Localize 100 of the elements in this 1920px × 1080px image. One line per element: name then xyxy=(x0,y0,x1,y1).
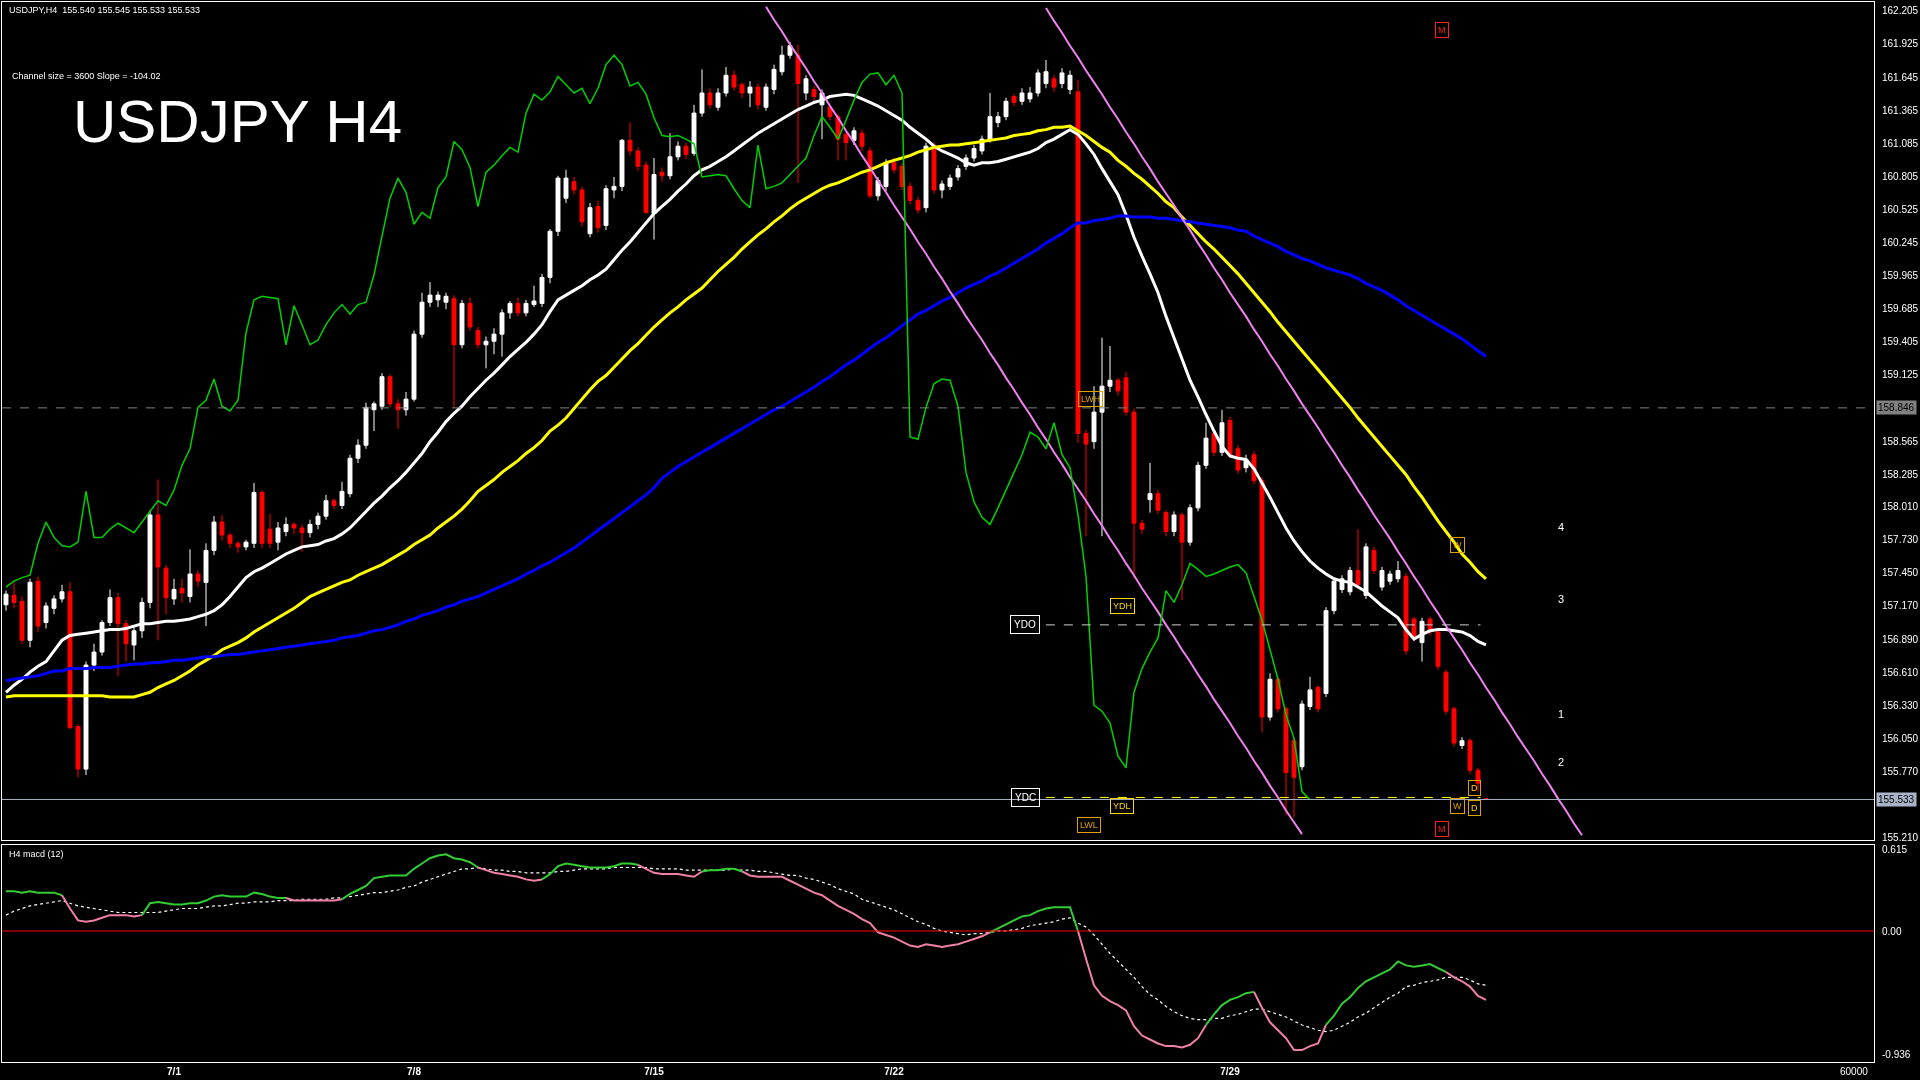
text: USDJPY H4 xyxy=(73,88,403,155)
candlestick xyxy=(1331,577,1337,615)
y-tick-label: 161.925 xyxy=(1882,38,1919,50)
ref-line-label: 155.533 xyxy=(1878,794,1915,805)
candlestick xyxy=(195,570,201,588)
candlestick xyxy=(803,74,809,101)
candlestick xyxy=(731,70,737,92)
candlestick xyxy=(763,83,769,112)
candlestick xyxy=(1307,676,1313,711)
candlestick xyxy=(67,581,73,730)
candlestick xyxy=(907,182,913,205)
candlestick xyxy=(507,300,513,320)
candlestick xyxy=(187,548,193,603)
candlestick xyxy=(1355,528,1361,589)
candlestick xyxy=(35,575,41,633)
candlestick xyxy=(1475,767,1481,793)
candlestick xyxy=(1315,684,1321,713)
line-series xyxy=(5,54,1311,801)
x-tick-label: 7/1 xyxy=(167,1066,182,1077)
candlestick xyxy=(947,174,953,191)
candlestick xyxy=(451,294,457,408)
candlestick xyxy=(1347,566,1353,596)
candlestick xyxy=(707,87,713,109)
candlestick xyxy=(1363,542,1369,600)
candlestick xyxy=(219,514,225,542)
candlestick xyxy=(931,140,937,194)
candlestick xyxy=(475,326,481,349)
y-tick-label: 156.610 xyxy=(1882,666,1919,678)
candlestick xyxy=(1075,79,1081,444)
candlestick xyxy=(371,401,377,432)
y-tick-label: 156.050 xyxy=(1882,732,1919,744)
candlestick xyxy=(635,146,641,172)
candlestick xyxy=(963,153,969,171)
candlestick xyxy=(243,539,249,551)
y-tick-label: 155.770 xyxy=(1882,765,1919,777)
y-tick-label: 161.645 xyxy=(1882,71,1919,83)
candlestick xyxy=(347,454,353,498)
candlestick xyxy=(19,596,25,645)
candlestick xyxy=(155,479,161,641)
candlestick xyxy=(283,516,289,537)
candlestick xyxy=(539,273,545,308)
candlestick xyxy=(1187,503,1193,547)
candlestick xyxy=(27,578,33,648)
candlestick xyxy=(779,45,785,76)
candlestick xyxy=(603,184,609,231)
line-series xyxy=(4,214,1488,682)
candlestick xyxy=(419,292,425,339)
candlestick xyxy=(1139,519,1145,535)
candlestick xyxy=(459,299,465,349)
candlestick xyxy=(1339,574,1345,594)
y-tick-label: 160.805 xyxy=(1882,170,1919,182)
candlestick xyxy=(699,68,705,118)
candlestick xyxy=(739,81,745,99)
candlestick xyxy=(1147,462,1153,514)
candlestick xyxy=(147,509,153,609)
candlestick xyxy=(139,597,145,639)
candlestick xyxy=(1403,572,1409,655)
candlestick xyxy=(547,228,553,284)
candlestick xyxy=(1299,700,1305,771)
candlestick xyxy=(171,578,177,606)
candlestick xyxy=(1275,676,1281,713)
candlestick xyxy=(1171,510,1177,537)
candlestick xyxy=(1435,629,1441,671)
candlestick xyxy=(443,292,449,310)
candlestick xyxy=(891,157,897,174)
candlestick xyxy=(363,402,369,450)
candlestick xyxy=(587,202,593,238)
annotation: W xyxy=(1453,801,1462,811)
candlestick xyxy=(43,601,49,629)
text: 60000 xyxy=(1840,1066,1869,1077)
candlestick xyxy=(1387,570,1393,586)
x-tick-label: 7/29 xyxy=(1220,1066,1241,1077)
candlestick xyxy=(987,92,993,144)
candlestick xyxy=(723,66,729,98)
y-tick-label: 157.450 xyxy=(1882,567,1919,579)
y-tick-label: -0.936 xyxy=(1882,1049,1911,1061)
y-tick-label: 159.125 xyxy=(1882,369,1919,381)
candlestick xyxy=(1259,476,1265,733)
candlestick xyxy=(643,161,649,215)
candlestick xyxy=(515,296,521,317)
candlestick xyxy=(1195,461,1201,512)
annotation: D xyxy=(1471,803,1478,813)
candlestick xyxy=(915,196,921,215)
candlestick xyxy=(1131,408,1137,580)
annotation: 2 xyxy=(1558,756,1565,768)
y-tick-label: 156.890 xyxy=(1882,633,1919,645)
candlestick xyxy=(1083,429,1089,537)
y-tick-label: 161.365 xyxy=(1882,104,1919,116)
annotation: 1 xyxy=(1558,708,1565,720)
ref-line-label: 158.846 xyxy=(1878,402,1915,413)
candlestick xyxy=(1203,422,1209,470)
candlestick xyxy=(355,438,361,464)
candlestick xyxy=(883,158,889,192)
candlestick xyxy=(859,129,865,152)
candlestick xyxy=(1227,416,1233,459)
chart-title: H4 macd (12) xyxy=(9,849,64,859)
candlestick xyxy=(659,166,665,183)
candlestick xyxy=(1379,566,1385,592)
y-tick-label: 157.170 xyxy=(1882,600,1919,612)
candlestick xyxy=(955,164,961,181)
